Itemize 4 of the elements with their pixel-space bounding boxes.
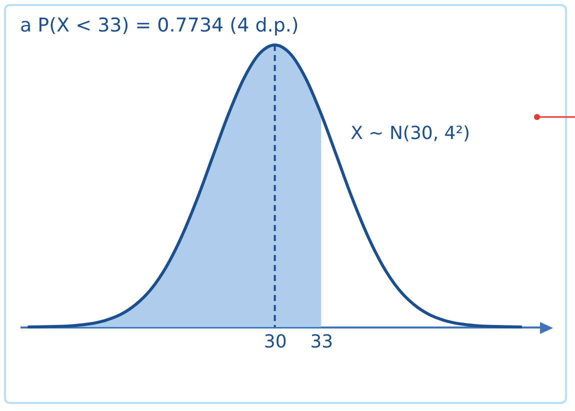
x-tick-label: 30 xyxy=(264,332,287,352)
chart-title: a P(X < 33) = 0.7734 (4 d.p.) xyxy=(20,14,299,36)
x-tick-label: 33 xyxy=(310,332,334,352)
series-label: X ~ N(30, 4²) xyxy=(350,122,470,144)
